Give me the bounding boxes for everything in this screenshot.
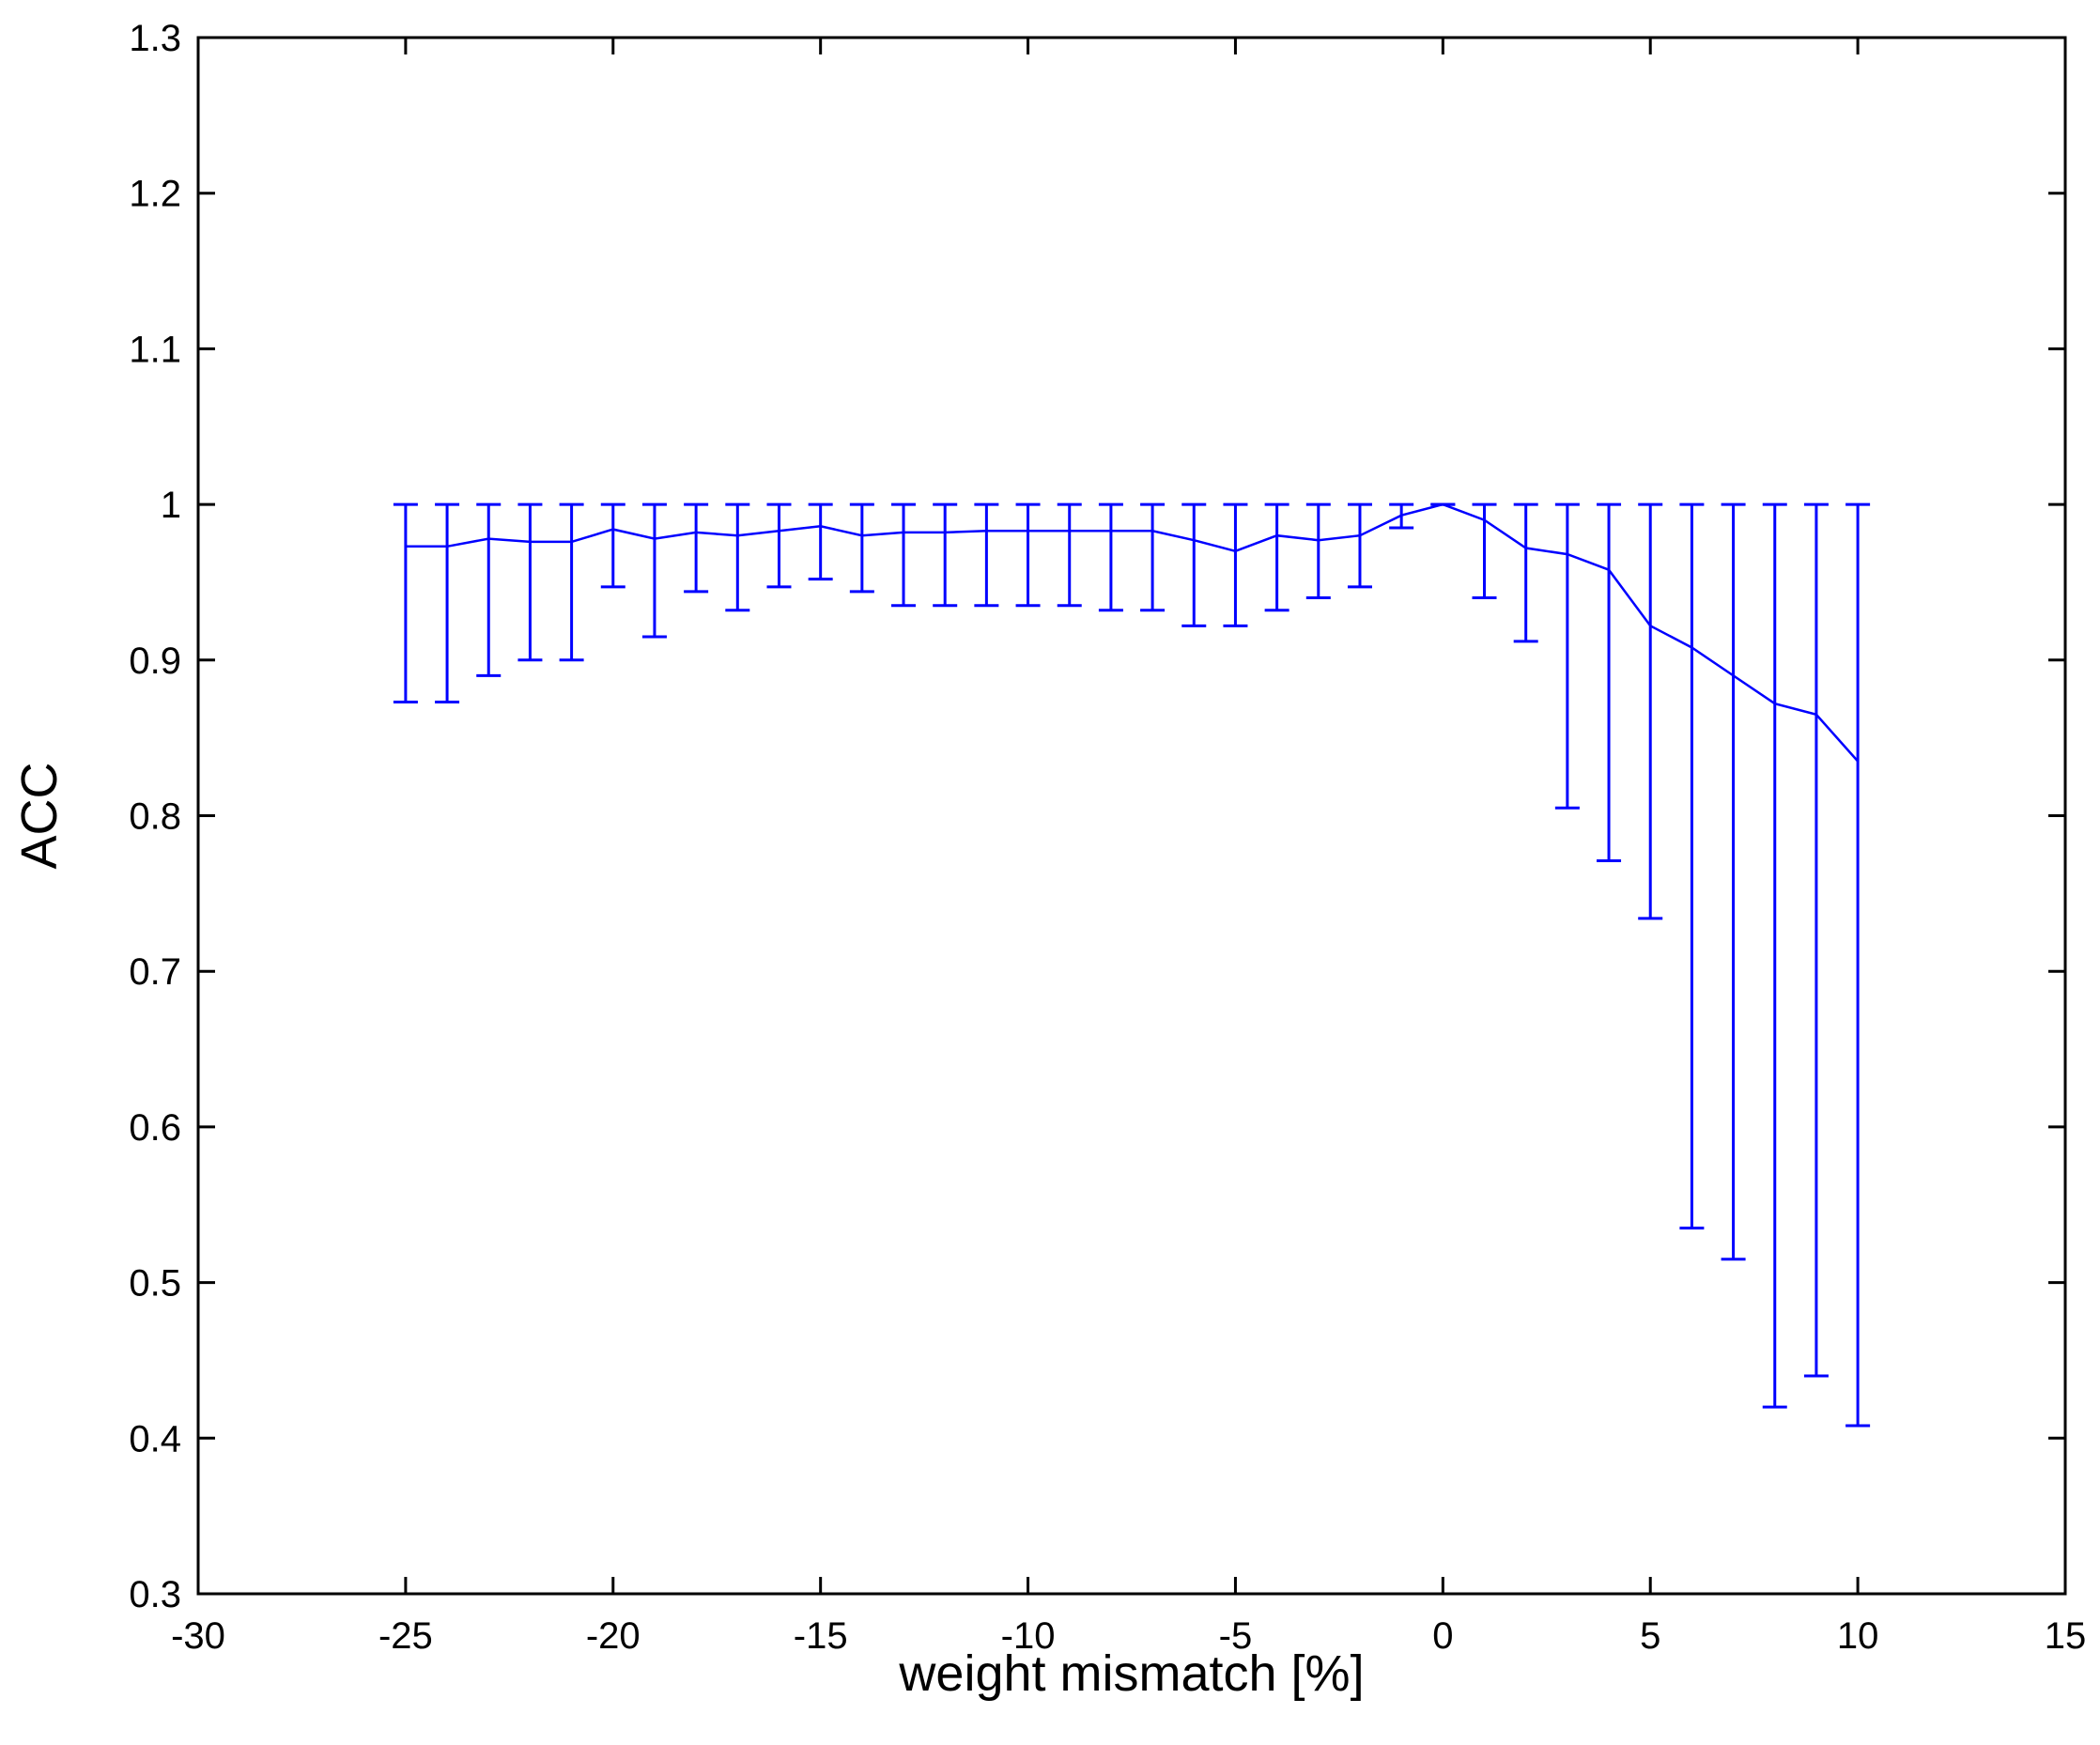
y-tick-label: 0.3 bbox=[129, 1574, 181, 1615]
error-bar bbox=[1679, 502, 1705, 1230]
error-bar bbox=[1057, 502, 1082, 608]
error-bar bbox=[849, 502, 874, 594]
y-tick-label: 0.4 bbox=[129, 1418, 181, 1459]
y-tick-label: 0.6 bbox=[129, 1107, 181, 1149]
error-bar bbox=[1223, 502, 1248, 627]
x-tick-label: -20 bbox=[586, 1615, 641, 1657]
y-tick-label: 1.2 bbox=[129, 174, 181, 215]
x-tick-label: -30 bbox=[171, 1615, 225, 1657]
x-tick-label: 0 bbox=[1432, 1615, 1453, 1657]
error-bar bbox=[1472, 502, 1497, 600]
error-bar bbox=[1513, 502, 1538, 643]
x-tick-label: -5 bbox=[1219, 1615, 1253, 1657]
error-bar bbox=[435, 502, 460, 704]
error-bar bbox=[1597, 502, 1622, 863]
mean-accuracy-line bbox=[405, 502, 1860, 763]
error-bar bbox=[808, 502, 833, 581]
error-bar bbox=[1638, 502, 1663, 920]
x-tick-label: -10 bbox=[1001, 1615, 1056, 1657]
error-bar bbox=[1721, 502, 1746, 1261]
plot-marks bbox=[393, 502, 1871, 1428]
error-bar bbox=[1554, 502, 1580, 810]
error-bar bbox=[393, 502, 418, 704]
error-bar bbox=[1140, 502, 1166, 612]
error-bar bbox=[1264, 502, 1289, 612]
error-bar bbox=[1845, 502, 1871, 1428]
axis-ticks: -30 -25 -20 -15 -10 -5 0 5 10 15 0.3 0.4 0.5 0.6 0.7 0.… bbox=[129, 18, 2086, 1657]
x-tick-label: 5 bbox=[1640, 1615, 1660, 1657]
y-tick-label: 0.9 bbox=[129, 641, 181, 682]
error-bar bbox=[1181, 502, 1207, 627]
error-bar bbox=[559, 502, 584, 662]
x-tick-label: -15 bbox=[794, 1615, 848, 1657]
error-bar bbox=[974, 502, 999, 608]
plot-frame bbox=[196, 36, 2067, 1596]
y-tick-label: 0.7 bbox=[129, 951, 181, 993]
x-tick-label: 15 bbox=[2045, 1615, 2087, 1657]
error-bar bbox=[1803, 502, 1829, 1378]
error-bar bbox=[891, 502, 917, 608]
x-tick-label: -25 bbox=[378, 1615, 433, 1657]
error-bar bbox=[725, 502, 750, 612]
x-tick-label: 10 bbox=[1837, 1615, 1879, 1657]
error-bar bbox=[641, 502, 667, 639]
error-bar bbox=[476, 502, 502, 677]
error-bar bbox=[1015, 502, 1041, 608]
error-bar bbox=[1098, 502, 1123, 612]
y-tick-label: 1.1 bbox=[129, 329, 181, 370]
y-tick-label: 1.3 bbox=[129, 18, 181, 59]
error-bar bbox=[517, 502, 543, 662]
error-bar bbox=[933, 502, 958, 608]
error-bar bbox=[1305, 502, 1331, 600]
y-tick-label: 0.8 bbox=[129, 796, 181, 838]
error-bar bbox=[1762, 502, 1787, 1409]
error-bar bbox=[766, 502, 792, 589]
y-tick-label: 1 bbox=[161, 485, 181, 526]
error-bar bbox=[684, 502, 709, 594]
y-axis-title: ACC bbox=[11, 762, 68, 869]
y-tick-label: 0.5 bbox=[129, 1263, 181, 1305]
x-axis-title: weight mismatch [%] bbox=[898, 1645, 1364, 1702]
error-bar bbox=[1347, 502, 1372, 589]
error-bar bbox=[600, 502, 625, 589]
